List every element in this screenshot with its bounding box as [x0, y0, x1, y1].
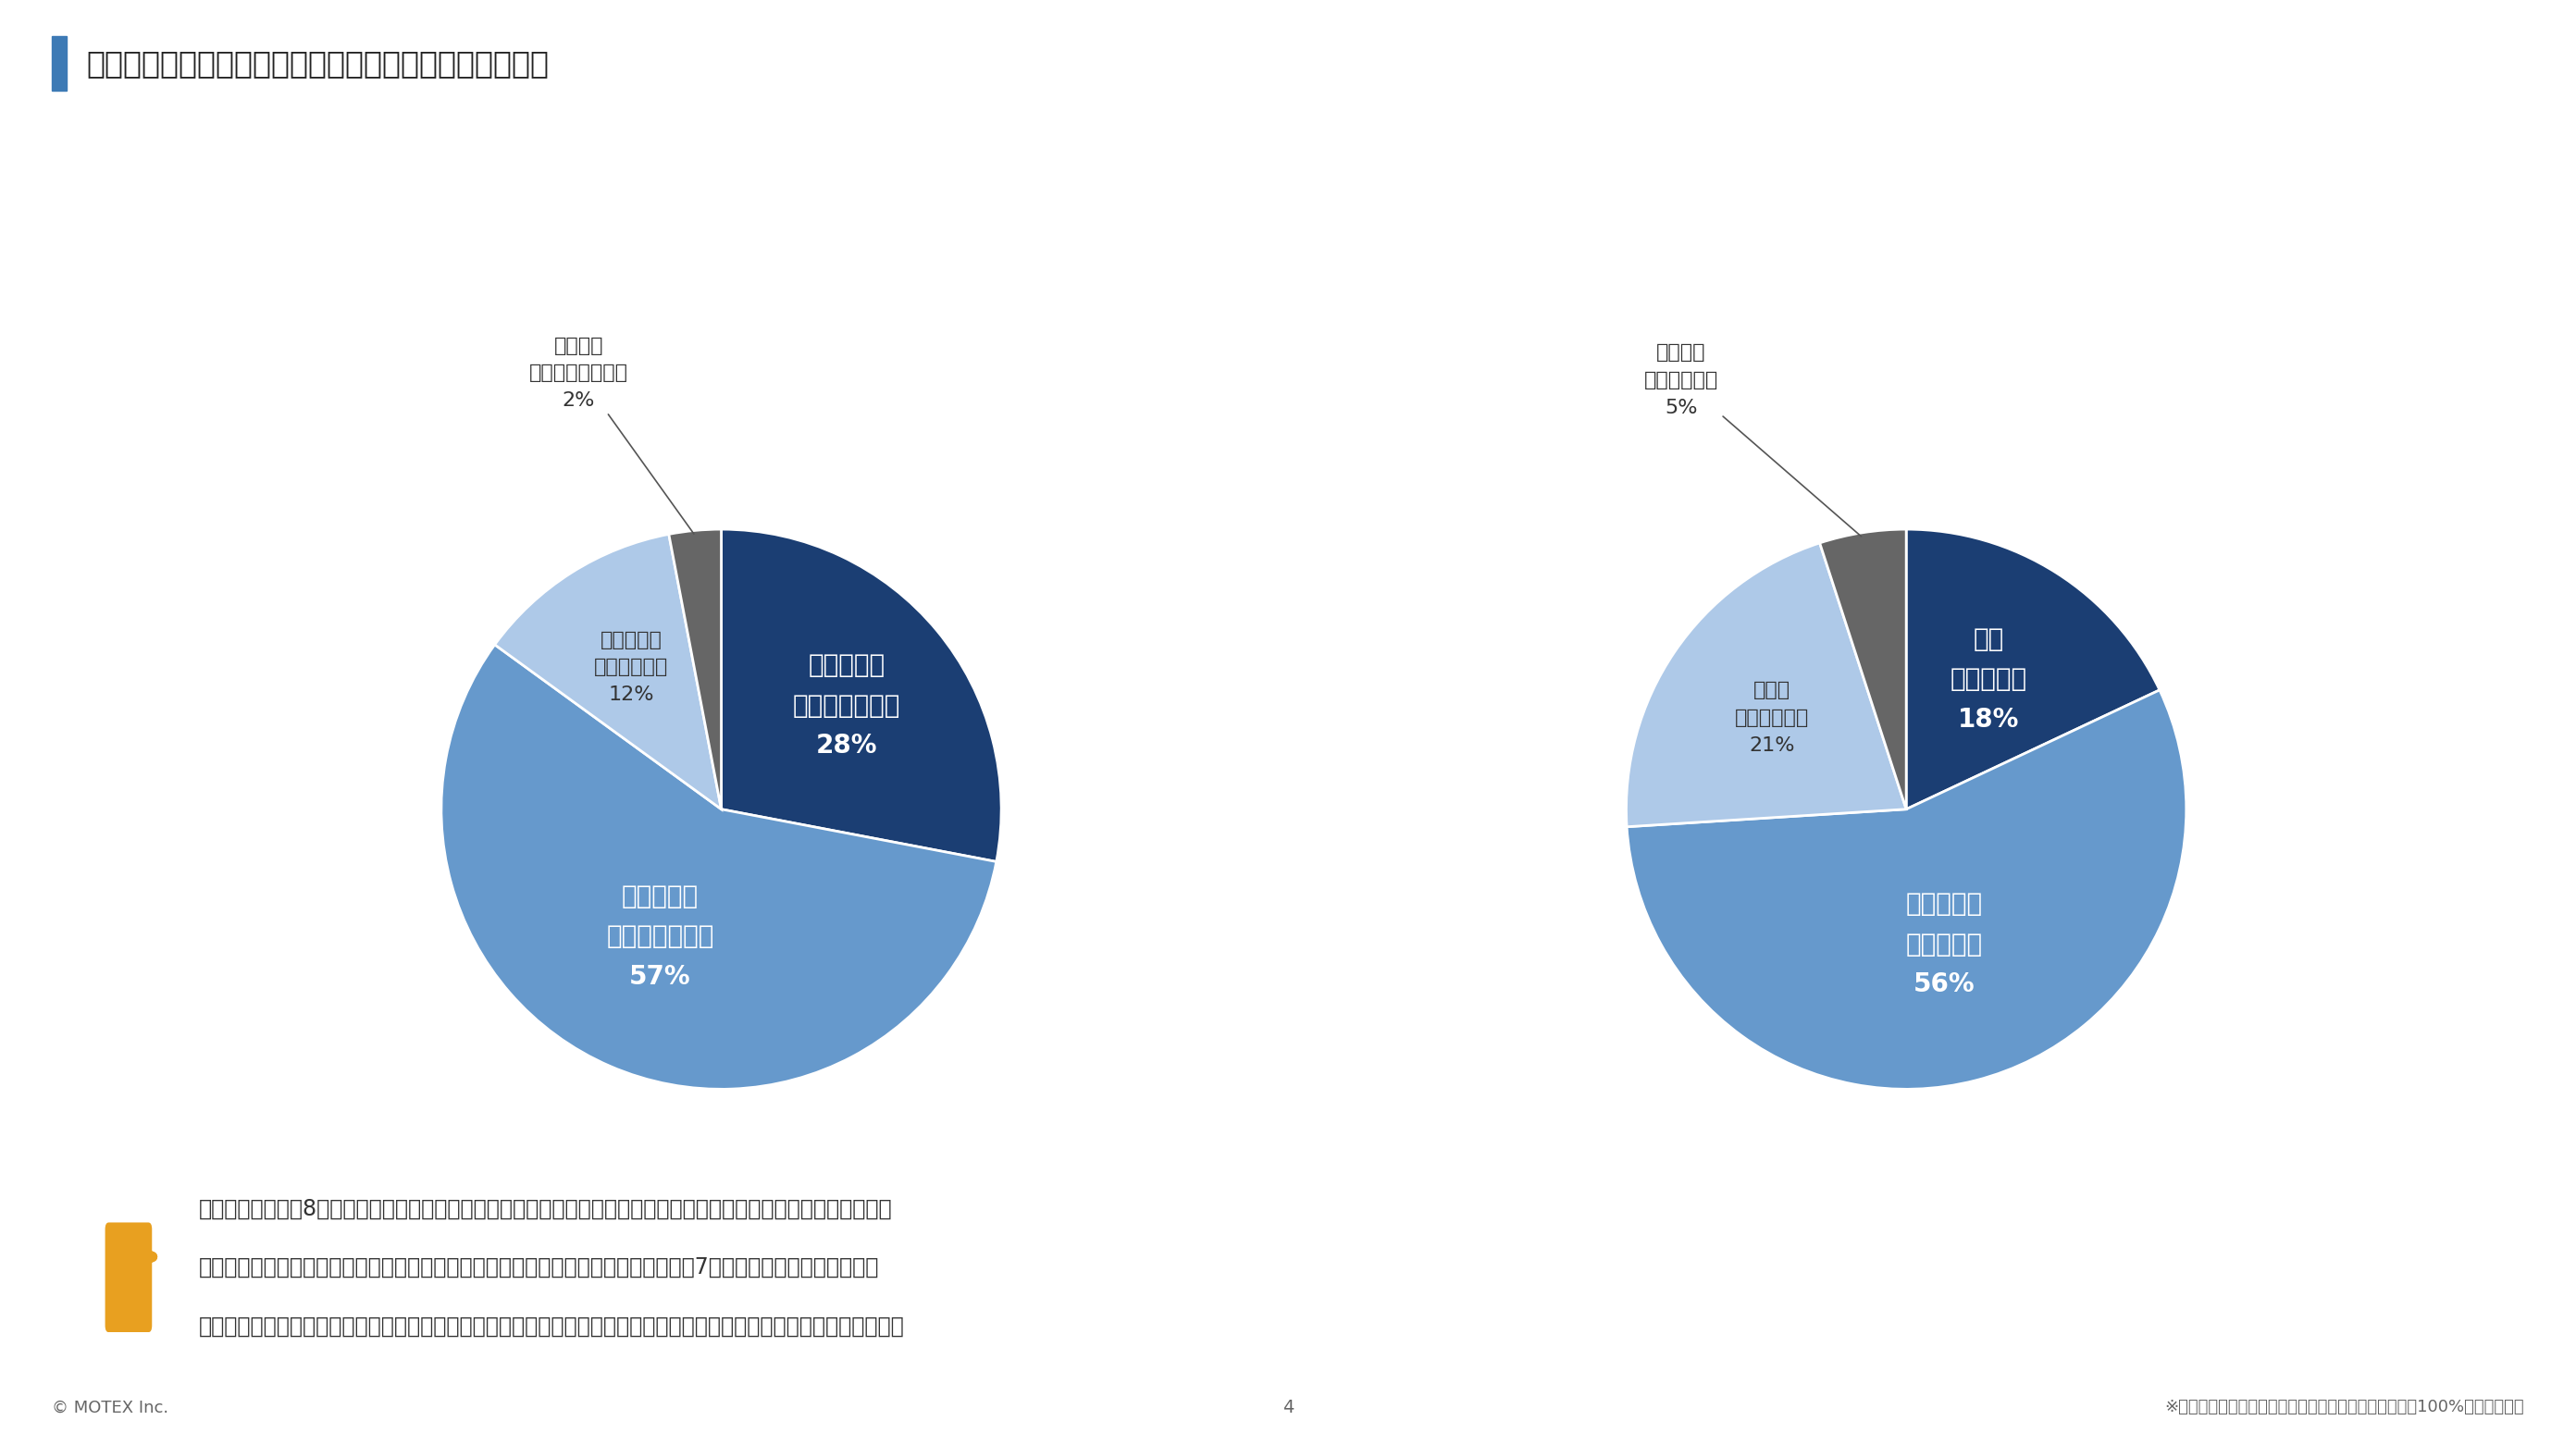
Text: あまり
できていない
21%: あまり できていない 21% [1734, 681, 1808, 754]
Text: 十分
できている
18%: 十分 できている 18% [1950, 626, 2027, 733]
Text: できていますか？: できていますか？ [1852, 279, 1973, 305]
Wedge shape [1906, 529, 2159, 809]
Text: Q1.お勤め先の企業では、クラウドサービスで秘密情報を: Q1.お勤め先の企業では、クラウドサービスで秘密情報を [440, 195, 860, 220]
Bar [52, 36, 67, 91]
Text: しっかりと
対策できている
28%: しっかりと 対策できている 28% [793, 653, 899, 759]
Wedge shape [721, 529, 1002, 861]
Text: 4: 4 [1283, 1399, 1293, 1416]
Wedge shape [1625, 543, 1906, 827]
Wedge shape [1628, 691, 2187, 1090]
Text: Q2.監査ログの定期的な監視やチェックは: Q2.監査ログの定期的な監視やチェックは [1757, 199, 2069, 225]
Wedge shape [1819, 529, 1906, 809]
Wedge shape [670, 529, 721, 809]
Text: 「それなりにできている」と回答されており、クラウドセキュリティに対する意識の高さが表れた結果となっています。: 「それなりにできている」と回答されており、クラウドセキュリティに対する意識の高さ… [198, 1315, 904, 1337]
Text: さらに、セキュリティ対策として効果的な「定期的な監査ログの監視」についても、7割以上が「十分できている」: さらに、セキュリティ対策として効果的な「定期的な監査ログの監視」についても、7割… [198, 1257, 878, 1279]
Wedge shape [440, 644, 997, 1090]
Text: （有効回答数：1,004）: （有効回答数：1,004） [572, 361, 729, 380]
Text: 取り扱う際のセキュリティ対策はできていますか？: 取り扱う際のセキュリティ対策はできていますか？ [474, 279, 827, 305]
Wedge shape [495, 535, 721, 809]
Text: それなりに
できている
56%: それなりに できている 56% [1906, 892, 1984, 997]
Text: 今回の調査では、8割以上が「クラウドサービスで秘密情報を取り扱う際のセキュリティ対策ができている」と回答。: 今回の調査では、8割以上が「クラウドサービスで秘密情報を取り扱う際のセキュリティ… [198, 1198, 891, 1220]
Text: あまり対策
できていない
12%: あまり対策 できていない 12% [595, 630, 667, 704]
Text: まったく
対策できていない
2%: まったく 対策できていない 2% [528, 337, 693, 535]
Text: （有効回答数：1,004）: （有効回答数：1,004） [1834, 361, 1991, 380]
Text: ある程度は
対策できている
57%: ある程度は 対策できている 57% [605, 883, 714, 990]
Text: まったく
できていない
5%: まったく できていない 5% [1643, 344, 1862, 536]
FancyBboxPatch shape [106, 1222, 152, 1332]
FancyArrowPatch shape [134, 1251, 152, 1261]
Text: ※図中の数値は小数点以下を切り捨てのため、必ずしも100%になりません: ※図中の数値は小数点以下を切り捨てのため、必ずしも100%になりません [2164, 1399, 2524, 1416]
Text: © MOTEX Inc.: © MOTEX Inc. [52, 1399, 167, 1416]
Text: クラウドセキュリティ対策・監査ログのチェックの有無: クラウドセキュリティ対策・監査ログのチェックの有無 [85, 48, 549, 79]
